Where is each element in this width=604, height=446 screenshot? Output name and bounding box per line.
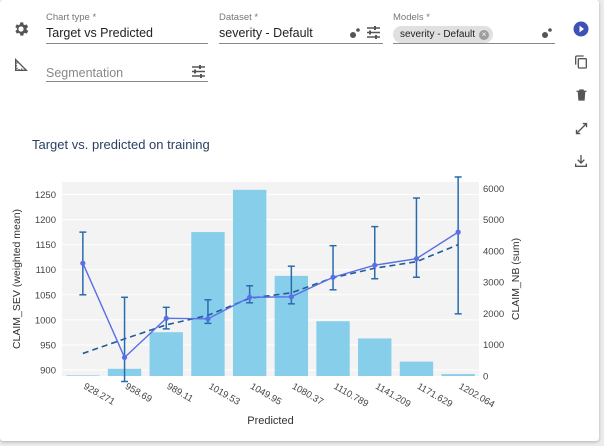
dataset-value: severity - Default [219, 26, 313, 40]
models-select[interactable]: Models * severity - Default × [393, 12, 555, 44]
models-dots-icon[interactable] [541, 26, 553, 44]
y-axis-title: CLAIM_SEV (weighted mean) [11, 209, 23, 349]
x-tick-label: 928.271 [81, 381, 116, 408]
data-point [413, 256, 420, 262]
data-point [163, 315, 169, 321]
y2-tick-label: 5000 [483, 215, 504, 226]
data-point [330, 274, 336, 280]
chip-remove-icon[interactable]: × [479, 29, 490, 40]
segmentation-select[interactable]: Segmentation [46, 60, 208, 82]
data-point [205, 316, 211, 322]
dataset-label: Dataset * [219, 12, 259, 23]
bar [358, 338, 392, 376]
y-tick-label: 1100 [36, 265, 56, 276]
y2-axis-title: CLAIM_NB (sum) [510, 238, 522, 320]
bar [441, 374, 475, 376]
expand-icon[interactable] [570, 117, 592, 139]
right-toolbar [570, 18, 592, 183]
dataset-filter-icon[interactable] [366, 26, 381, 44]
dataset-dots-icon[interactable] [349, 26, 361, 44]
bar [232, 189, 267, 376]
x-tick-label: 958.69 [123, 381, 154, 405]
data-point [455, 229, 461, 235]
x-axis-title: Predicted [247, 415, 293, 427]
chart-type-value: Target vs Predicted [46, 26, 153, 40]
data-point [288, 294, 294, 300]
y2-tick-label: 1000 [483, 340, 504, 351]
y-tick-label: 1000 [35, 315, 56, 326]
y-tick-label: 950 [40, 340, 56, 351]
x-tick-label: 1110.789 [332, 381, 371, 410]
y2-tick-label: 6000 [483, 184, 504, 195]
bar [149, 332, 183, 376]
y-tick-label: 1250 [35, 190, 56, 201]
plot-area [62, 182, 479, 376]
y-tick-label: 900 [40, 365, 56, 376]
x-tick-label: 1049.95 [248, 381, 283, 408]
x-tick-label: 1141.209 [373, 381, 412, 410]
dataset-select[interactable]: Dataset * severity - Default [219, 12, 383, 44]
segmentation-filter-icon[interactable] [191, 65, 206, 83]
chart-title: Target vs. predicted on training [32, 137, 210, 152]
data-point [372, 262, 378, 268]
left-toolbar [10, 18, 34, 90]
models-label: Models * [393, 12, 430, 23]
y-tick-label: 1200 [35, 215, 56, 226]
chart: 900 950 1000 1050 1100 1150 1200 1250 0 1000 2000 3… [11, 176, 522, 427]
ruler-icon[interactable] [10, 54, 32, 76]
y-tick-label: 1150 [36, 240, 56, 251]
bar [316, 321, 350, 376]
mean-line [82, 231, 459, 359]
copy-icon[interactable] [570, 51, 592, 73]
bar [399, 361, 434, 376]
gear-icon[interactable] [10, 18, 32, 40]
x-tick-label: 1202.064 [457, 381, 497, 410]
model-chip[interactable]: severity - Default × [393, 26, 494, 43]
run-icon[interactable] [570, 18, 592, 40]
y2-tick-label: 2000 [483, 309, 504, 320]
chart-type-select[interactable]: Chart type * Target vs Predicted [46, 12, 208, 44]
segmentation-placeholder: Segmentation [46, 66, 124, 80]
delete-icon[interactable] [570, 84, 592, 106]
x-tick-label: 1019.53 [206, 381, 241, 408]
x-tick-label: 1171.629 [415, 381, 454, 410]
download-icon[interactable] [570, 150, 592, 172]
bar [66, 375, 100, 376]
y2-tick-label: 4000 [483, 246, 504, 257]
x-tick-label: 1080.37 [290, 381, 325, 408]
y2-tick-label: 3000 [483, 278, 504, 289]
model-chip-label: severity - Default [400, 29, 476, 40]
data-point [80, 260, 86, 266]
x-tick-label: 989.11 [165, 381, 195, 405]
data-point [121, 354, 128, 361]
chart-type-label: Chart type * [46, 12, 97, 23]
y-tick-label: 1050 [35, 290, 56, 301]
data-point [247, 294, 253, 300]
y2-tick-label: 0 [483, 372, 488, 383]
